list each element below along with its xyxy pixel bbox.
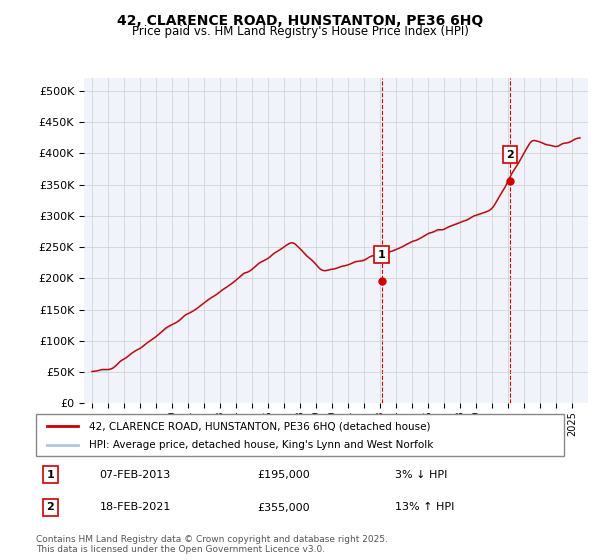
Text: £195,000: £195,000 xyxy=(258,470,311,479)
Text: 2: 2 xyxy=(47,502,55,512)
Text: 3% ↓ HPI: 3% ↓ HPI xyxy=(395,470,448,479)
Text: HPI: Average price, detached house, King's Lynn and West Norfolk: HPI: Average price, detached house, King… xyxy=(89,440,433,450)
Text: £355,000: £355,000 xyxy=(258,502,310,512)
Text: Contains HM Land Registry data © Crown copyright and database right 2025.
This d: Contains HM Land Registry data © Crown c… xyxy=(36,535,388,554)
Text: 13% ↑ HPI: 13% ↑ HPI xyxy=(395,502,454,512)
Text: Price paid vs. HM Land Registry's House Price Index (HPI): Price paid vs. HM Land Registry's House … xyxy=(131,25,469,38)
Text: 42, CLARENCE ROAD, HUNSTANTON, PE36 6HQ (detached house): 42, CLARENCE ROAD, HUNSTANTON, PE36 6HQ … xyxy=(89,421,430,431)
Text: 1: 1 xyxy=(47,470,55,479)
Text: 42, CLARENCE ROAD, HUNSTANTON, PE36 6HQ: 42, CLARENCE ROAD, HUNSTANTON, PE36 6HQ xyxy=(117,14,483,28)
FancyBboxPatch shape xyxy=(36,414,564,456)
Text: 18-FEB-2021: 18-FEB-2021 xyxy=(100,502,171,512)
Text: 1: 1 xyxy=(378,250,385,259)
Text: 2: 2 xyxy=(506,150,514,160)
Text: 07-FEB-2013: 07-FEB-2013 xyxy=(100,470,170,479)
